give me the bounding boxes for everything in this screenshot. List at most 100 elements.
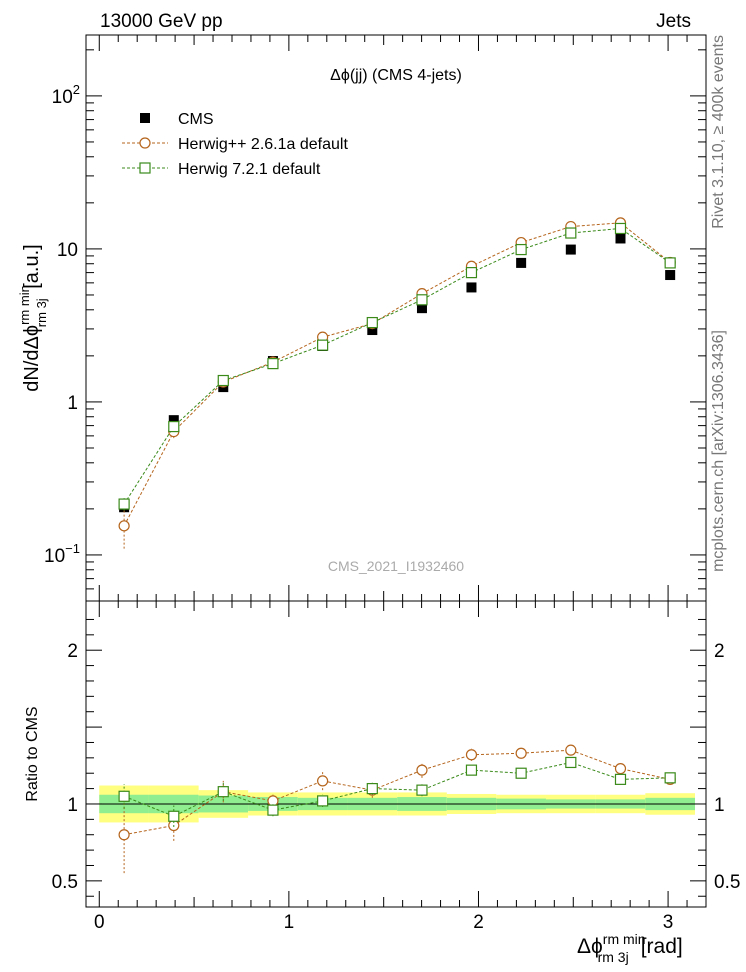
xlabel-symbol: Δϕ <box>577 935 603 958</box>
main-panel: 10−1 1 10 102 Δϕ(jj) (CMS 4-jets) CMS_2021_… <box>17 34 707 602</box>
ratio-data-point <box>565 744 577 756</box>
ratio-series-herwig-7-2-1-default <box>118 756 676 828</box>
main-title: Δϕ(jj) (CMS 4-jets) <box>330 67 462 84</box>
main-ylabel-sub: rm 3j <box>34 298 49 327</box>
xlabel-sup: rm min <box>603 931 646 947</box>
ratio-data-point <box>217 786 229 798</box>
ratio-ylabel: Ratio to CMS <box>24 706 41 801</box>
ratio-xtick-label: 3 <box>663 912 674 933</box>
data-point <box>664 257 676 269</box>
data-point <box>615 233 626 244</box>
main-ytick-label: 10−1 <box>44 541 80 567</box>
ratio-series-line <box>124 749 671 836</box>
data-point <box>118 520 130 532</box>
ratio-bands <box>99 785 696 823</box>
ratio-panel: 0.5 0.5 1 1 2 2 0 1 2 3 Ratio to CMS Δϕrm min rm 3… <box>24 600 740 965</box>
ratio-data-point <box>465 749 478 761</box>
header-left: 13000 GeV pp <box>100 11 223 32</box>
data-point <box>516 257 527 268</box>
ratio-ytick-label-right: 2 <box>714 641 725 662</box>
ratio-axis-ticks: 0.5 0.5 1 1 2 2 0 1 2 3 <box>52 601 740 933</box>
ratio-data-point <box>118 829 130 841</box>
legend-marker <box>139 162 151 174</box>
ratio-data-point <box>465 764 478 776</box>
main-axis-ticks: 10−1 1 10 102 <box>44 35 706 602</box>
data-point <box>168 415 179 426</box>
main-ytick-label: 102 <box>52 82 80 108</box>
series-herwig-7-2-1-default <box>118 222 676 511</box>
ratio-xlabel: Δϕrm min rm 3j [rad] <box>577 931 683 965</box>
ratio-data-point <box>168 810 180 822</box>
data-point <box>217 374 229 387</box>
data-point <box>317 339 329 351</box>
ratio-ytick-label: 2 <box>67 641 78 662</box>
main-ylabel: dN/dΔϕrm min rm 3j [a.u.] <box>17 244 49 391</box>
data-point <box>416 303 427 314</box>
ratio-data-point <box>565 756 577 769</box>
legend-entry: Herwig++ 2.6.1a default <box>122 136 348 153</box>
data-point <box>168 420 180 433</box>
main-ylabel-prefix: dN/dΔϕ <box>21 325 43 392</box>
data-point <box>565 244 576 255</box>
ratio-xtick-label: 1 <box>284 912 295 933</box>
ratio-data-point <box>366 782 378 795</box>
ratio-series <box>118 744 676 874</box>
main-ylabel-sup: rm min <box>17 285 32 325</box>
data-point <box>366 316 378 329</box>
data-point <box>466 282 477 293</box>
header-right: Jets <box>656 11 691 32</box>
ratio-data-point <box>614 763 627 775</box>
watermark: CMS_2021_I1932460 <box>328 558 464 574</box>
legend-marker <box>139 137 151 149</box>
ratio-ytick-label: 1 <box>67 795 78 816</box>
main-series <box>118 217 676 549</box>
mcplots-label: mcplots.cern.ch [arXiv:1306.3436] <box>710 330 727 572</box>
series-line <box>123 227 671 505</box>
series-herwig-2-6-1a-default <box>118 217 676 549</box>
ratio-series-line <box>123 761 671 817</box>
data-point <box>515 243 527 256</box>
data-point <box>665 270 676 281</box>
ratio-data-point <box>416 764 428 776</box>
data-point <box>614 222 627 235</box>
ratio-xtick-label: 0 <box>94 912 105 933</box>
ratio-data-point <box>118 790 130 802</box>
ratio-data-point <box>515 747 527 759</box>
ratio-ytick-label-right: 0.5 <box>714 872 740 893</box>
legend-marker <box>140 113 150 123</box>
main-ylabel-unit: [a.u.] <box>21 244 43 294</box>
legend-label: CMS <box>178 111 214 128</box>
legend-label: Herwig 7.2.1 default <box>178 161 321 178</box>
rivet-label: Rivet 3.1.10, ≥ 400k events <box>710 35 727 229</box>
ratio-data-point <box>614 773 627 785</box>
ratio-data-point <box>317 775 329 787</box>
legend-entry: Herwig 7.2.1 default <box>122 161 321 178</box>
ratio-data-point <box>416 784 428 796</box>
ratio-xtick-label: 2 <box>473 912 484 933</box>
xlabel-sub: rm 3j <box>598 949 629 965</box>
main-ytick-label: 1 <box>67 393 78 414</box>
ratio-data-point <box>267 795 279 807</box>
data-point <box>416 294 428 306</box>
data-point <box>367 325 378 336</box>
ratio-ytick-label: 0.5 <box>52 872 78 893</box>
legend: CMS Herwig++ 2.6.1a default Herwig 7.2.1 d… <box>122 111 348 178</box>
ratio-ytick-label-right: 1 <box>714 795 725 816</box>
ratio-data-point <box>515 767 527 779</box>
data-point <box>465 267 478 279</box>
series-line <box>123 222 671 527</box>
ratio-data-point <box>267 804 279 816</box>
legend-label: Herwig++ 2.6.1a default <box>178 136 348 153</box>
ratio-data-point <box>664 772 676 784</box>
data-point <box>118 498 130 510</box>
main-ytick-label: 10 <box>57 240 78 261</box>
xlabel-unit: [rad] <box>641 935 683 958</box>
data-point <box>267 358 279 370</box>
data-point <box>565 227 577 239</box>
series-cms <box>119 233 676 513</box>
legend-entry: CMS <box>140 111 214 128</box>
ratio-frame <box>85 600 707 908</box>
ratio-data-point <box>317 795 329 807</box>
